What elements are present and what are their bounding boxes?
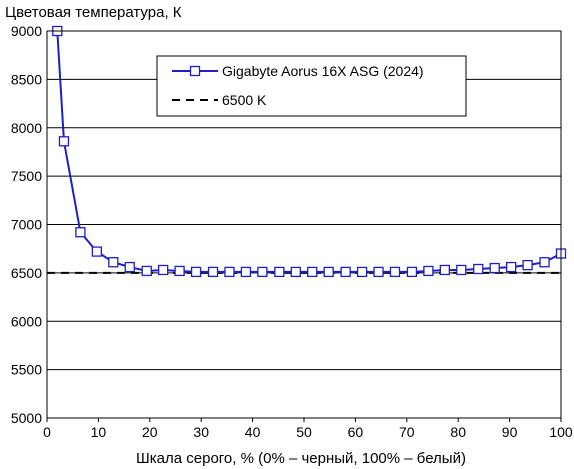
y-tick-label: 6000 <box>11 313 42 329</box>
data-point <box>207 266 219 278</box>
tick-labels: 5000 5500 6000 6500 7000 7500 8000 8500 9000 0 10 2… <box>11 23 573 440</box>
data-point <box>340 266 351 278</box>
x-tick-label: 10 <box>91 424 107 440</box>
legend: Gigabyte Aorus 16X ASG (2024) 6500 K <box>156 55 467 117</box>
data-point <box>58 136 70 147</box>
y-tick-label: 8000 <box>11 120 42 136</box>
data-point <box>124 261 135 273</box>
legend-series-label: Gigabyte Aorus 16X ASG (2024) <box>222 63 424 79</box>
data-point <box>240 266 252 278</box>
y-tick-label: 8500 <box>11 71 42 87</box>
x-tick-label: 40 <box>245 424 261 440</box>
data-point <box>539 257 550 268</box>
data-point <box>389 266 401 278</box>
x-tick-label: 100 <box>549 424 573 440</box>
y-tick-label: 9000 <box>11 23 42 39</box>
y-tick-label: 6500 <box>11 265 42 281</box>
data-point <box>174 265 185 277</box>
data-point <box>473 263 484 275</box>
data-point <box>91 246 103 257</box>
data-point <box>274 266 285 278</box>
y-tick-label: 5000 <box>11 410 42 426</box>
x-tick-label: 30 <box>193 424 209 440</box>
legend-box <box>156 55 467 117</box>
data-point <box>439 264 450 276</box>
y-tick-label: 7000 <box>11 217 42 233</box>
data-point <box>505 261 517 273</box>
data-point <box>307 266 318 278</box>
x-tick-label: 80 <box>450 424 466 440</box>
data-point <box>290 266 301 278</box>
data-point <box>224 266 235 278</box>
data-point <box>489 262 500 274</box>
x-tick-label: 0 <box>43 424 51 440</box>
data-point <box>406 266 418 278</box>
legend-series-marker <box>189 65 201 77</box>
y-tick-label: 5500 <box>11 362 42 378</box>
x-tick-label: 50 <box>296 424 312 440</box>
legend-reference-label: 6500 K <box>222 92 267 108</box>
x-tick-label: 90 <box>502 424 518 440</box>
data-point <box>257 266 268 278</box>
data-point <box>75 227 86 238</box>
x-tick-label: 70 <box>399 424 415 440</box>
x-tick-label: 20 <box>142 424 158 440</box>
data-point <box>323 266 334 278</box>
data-point <box>373 266 384 278</box>
data-point <box>456 264 467 276</box>
y-tick-label: 7500 <box>11 168 42 184</box>
data-point <box>108 257 119 268</box>
data-point <box>356 266 368 278</box>
x-tick-label: 60 <box>348 424 364 440</box>
data-point <box>522 259 533 271</box>
data-point <box>141 265 152 277</box>
data-point <box>158 264 169 276</box>
data-point <box>190 266 202 278</box>
x-axis-title: Шкала серого, % (0% – черный, 100% – бел… <box>136 450 466 467</box>
data-point <box>423 265 434 277</box>
y-axis-title: Цветовая температура, К <box>5 4 182 21</box>
